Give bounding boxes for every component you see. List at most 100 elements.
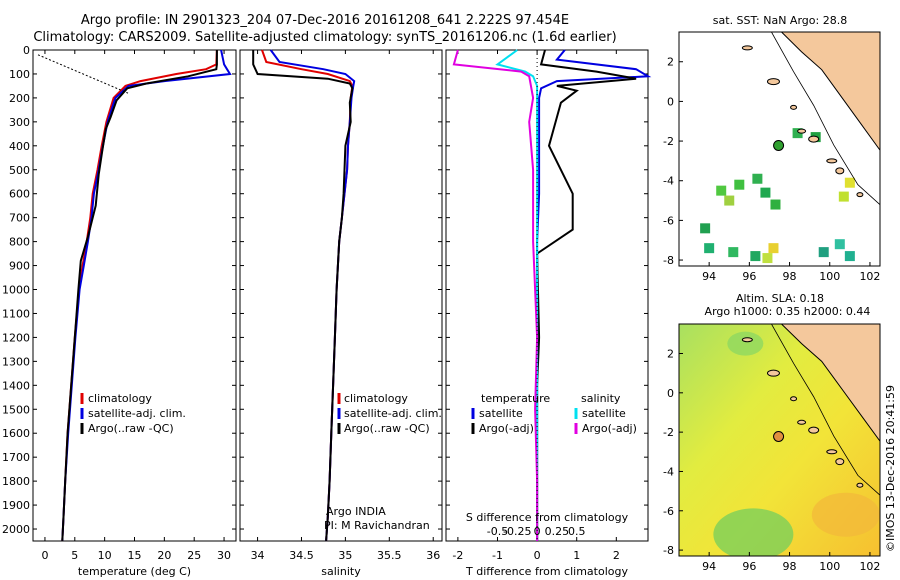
- diff-x-axis-label: T difference from climatology: [465, 565, 628, 578]
- sal-x-tick-label: 35.5: [377, 549, 402, 562]
- sst-sst-pixel: [750, 251, 761, 262]
- temp-x-tick-label: 30: [217, 549, 231, 562]
- sst-island: [835, 167, 845, 175]
- sal-legend-label: Argo(..raw -QC): [344, 422, 430, 435]
- depth-tick-label: 700: [9, 212, 30, 225]
- sst-lat-tick-label: -6: [663, 214, 674, 227]
- sla-lon-tick-label: 96: [742, 560, 756, 573]
- sla-island: [797, 419, 807, 425]
- depth-tick-label: 400: [9, 140, 30, 153]
- sal-panel-frame: [239, 49, 443, 542]
- sst-sst-pixel: [838, 191, 849, 202]
- sst-sst-pixel: [834, 239, 845, 250]
- argo-pi-annotation: PI: M Ravichandran: [324, 519, 430, 532]
- depth-tick-label: 1200: [2, 331, 30, 344]
- sla-island: [790, 396, 798, 402]
- diff-legend-label: Argo(-adj): [479, 422, 534, 435]
- depth-tick-label: 1000: [2, 284, 30, 297]
- sst-sst-pixel: [734, 179, 745, 190]
- sst-island: [766, 78, 780, 86]
- sst-sst-pixel: [704, 243, 715, 254]
- temp-series-line-climatology: [61, 49, 218, 542]
- depth-tick-label: 300: [9, 116, 30, 129]
- sst-sst-pixel: [770, 199, 781, 210]
- sst-lat-tick-label: -4: [663, 175, 674, 188]
- sal-legend-label: satellite-adj. clim.: [344, 407, 442, 420]
- sst-lat-tick-label: 0: [667, 95, 674, 108]
- sla-sla-low-patch: [727, 331, 764, 356]
- diff-s-tick-label: -0.25: [503, 525, 531, 538]
- temp-legend-label: Argo(..raw -QC): [88, 422, 174, 435]
- diff-x-tick-label: -1: [492, 549, 503, 562]
- depth-tick-label: 1700: [2, 451, 30, 464]
- temp-x-axis-label: temperature (deg C): [78, 565, 191, 578]
- diff-x-tick-label: 1: [573, 549, 580, 562]
- sla-land-interior: [827, 324, 880, 416]
- temp-x-tick-label: 15: [128, 549, 142, 562]
- sla-lat-tick-label: 0: [667, 387, 674, 400]
- temp-x-tick-label: 20: [157, 549, 171, 562]
- climatology-subtitle: Climatology: CARS2009. Satellite-adjuste…: [33, 30, 617, 45]
- depth-tick-label: 600: [9, 188, 30, 201]
- sst-map-title: sat. SST: NaN Argo: 28.8: [712, 14, 848, 27]
- sst-land-interior: [827, 32, 880, 125]
- temp-legend-label: climatology: [88, 392, 152, 405]
- sla-title-line1: Altim. SLA: 0.18: [735, 292, 825, 305]
- diff-legend-header: salinity: [581, 392, 621, 405]
- sst-lat-tick-label: 2: [667, 56, 674, 69]
- depth-tick-label: 100: [9, 68, 30, 81]
- diff-s-axis-label: S difference from climatology: [466, 511, 629, 524]
- sla-island: [808, 426, 820, 434]
- sal-series-line-argo-raw-qc-: [252, 50, 354, 542]
- temp-series-line-argo-raw-qc-: [61, 50, 218, 542]
- diff-s-tick-label: -0.5: [487, 525, 508, 538]
- sst-sst-pixel: [724, 195, 735, 206]
- sal-x-axis-label: salinity: [321, 565, 361, 578]
- diff-panel-frame: [445, 49, 649, 542]
- sst-sst-pixel: [760, 187, 771, 198]
- sst-island: [741, 45, 753, 51]
- sla-lon-tick-label: 102: [859, 560, 880, 573]
- profile-title: Argo profile: IN 2901323_204 07-Dec-2016…: [80, 13, 570, 28]
- temp-raw-sampling-dots: [37, 54, 129, 94]
- sst-lon-tick-label: 100: [819, 270, 840, 283]
- temp-series-line-satellite-adj-clim-: [61, 49, 232, 542]
- sst-argo-position-marker: [773, 139, 785, 151]
- depth-tick-label: 900: [9, 260, 30, 273]
- sst-lat-tick-label: -2: [663, 135, 674, 148]
- diff-legend-header: temperature: [481, 392, 550, 405]
- sal-x-tick-label: 34.5: [289, 549, 314, 562]
- depth-tick-label: 500: [9, 164, 30, 177]
- diff-s-tick-label: 0.25: [545, 525, 570, 538]
- sla-island: [835, 458, 845, 466]
- sla-map-frame: [678, 323, 881, 557]
- depth-tick-label: 1500: [2, 403, 30, 416]
- sla-island: [826, 449, 838, 455]
- depth-tick-label: 200: [9, 92, 30, 105]
- depth-tick-label: 1300: [2, 355, 30, 368]
- diff-series-line-salinity-argo-adj-: [452, 49, 539, 541]
- sla-island: [741, 337, 753, 343]
- temp-panel-frame: [32, 49, 237, 542]
- sst-map-frame: [678, 31, 881, 267]
- sla-lat-tick-label: 2: [667, 347, 674, 360]
- sst-lon-tick-label: 96: [742, 270, 756, 283]
- sst-lat-tick-label: -8: [663, 254, 674, 267]
- sst-sst-pixel: [792, 128, 803, 139]
- sal-legend-label: climatology: [344, 392, 408, 405]
- sla-title-line2: Argo h1000: 0.35 h2000: 0.44: [704, 305, 871, 318]
- depth-tick-label: 0: [23, 44, 30, 57]
- temp-x-tick-label: 25: [187, 549, 201, 562]
- sst-sst-pixel: [752, 173, 763, 184]
- sla-lon-tick-label: 100: [819, 560, 840, 573]
- sal-x-tick-label: 36: [426, 549, 440, 562]
- diff-s-tick-label: 0: [534, 525, 541, 538]
- temp-x-tick-label: 10: [98, 549, 112, 562]
- argo-country-annotation: Argo INDIA: [326, 505, 386, 518]
- sst-map-layer: [700, 32, 880, 264]
- sst-sst-pixel: [844, 177, 855, 188]
- sla-lon-tick-label: 98: [783, 560, 797, 573]
- diff-series-line-temperature-argo-adj-: [536, 49, 637, 541]
- temp-x-tick-label: 0: [41, 549, 48, 562]
